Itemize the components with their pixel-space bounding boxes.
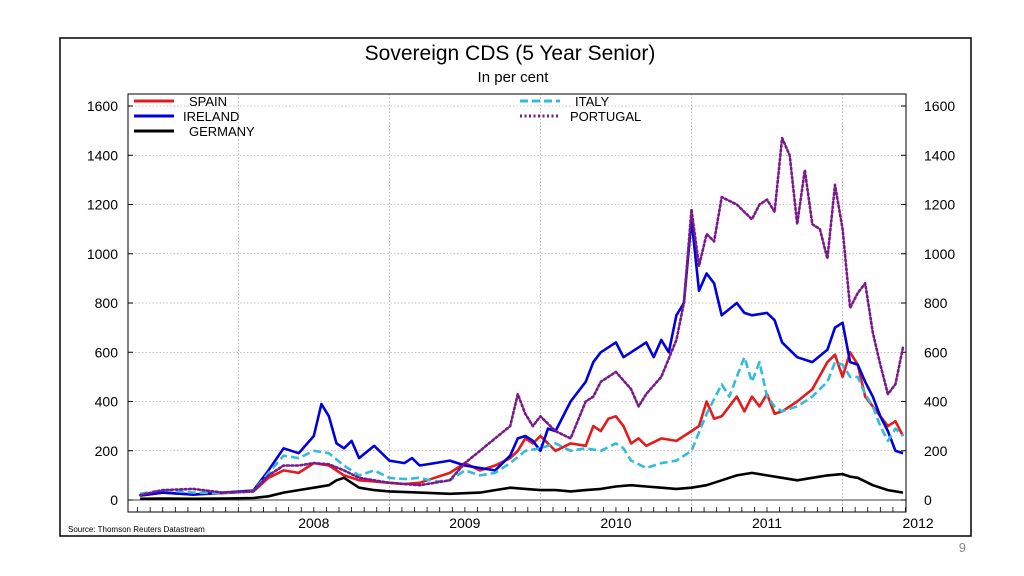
y-tick-label-left: 1600 xyxy=(87,98,118,114)
chart-title: Sovereign CDS (5 Year Senior) xyxy=(365,42,656,65)
y-tick-label-right: 400 xyxy=(924,394,948,410)
x-tick-label: 2010 xyxy=(600,515,631,531)
y-tick-label-left: 0 xyxy=(110,492,118,508)
legend-label-germany: GERMANY xyxy=(189,124,255,139)
series-line-ireland xyxy=(139,218,904,497)
page-number: 9 xyxy=(958,540,966,555)
series-line-spain xyxy=(139,351,905,497)
y-tick-label-right: 800 xyxy=(924,295,948,311)
series-line-portugal xyxy=(138,136,905,497)
y-tick-label-left: 1000 xyxy=(87,246,118,262)
legend-label-portugal: PORTUGAL xyxy=(570,109,641,124)
axes: 0 0 200 200 400 400 600 600 800 800 1000 1000 1200 12… xyxy=(87,98,956,531)
y-tick-label-right: 1200 xyxy=(924,197,955,213)
source-note: Source: Thomson Reuters Datastream xyxy=(68,525,205,534)
chart-subtitle: In per cent xyxy=(478,69,550,86)
y-tick-label-left: 200 xyxy=(95,443,119,459)
y-tick-label-right: 0 xyxy=(924,492,932,508)
y-tick-label-left: 1200 xyxy=(87,197,118,213)
series-line-italy xyxy=(139,355,904,496)
x-tick-label: 2012 xyxy=(903,515,934,531)
legend-label-ireland: IRELAND xyxy=(183,109,239,124)
series-line-germany xyxy=(140,471,904,501)
legend-label-italy: ITALY xyxy=(575,94,610,109)
y-tick-label-left: 400 xyxy=(95,394,119,410)
x-tick-label: 2009 xyxy=(449,515,480,531)
series-lines xyxy=(138,136,905,501)
y-tick-label-right: 1000 xyxy=(924,246,955,262)
x-tick-label: 2008 xyxy=(298,515,329,531)
y-tick-label-left: 1400 xyxy=(87,147,118,163)
y-tick-label-right: 1600 xyxy=(924,98,955,114)
y-tick-label-right: 600 xyxy=(924,344,948,360)
y-tick-label-left: 800 xyxy=(95,295,119,311)
legend-label-spain: SPAIN xyxy=(189,94,227,109)
y-tick-label-right: 1400 xyxy=(924,147,955,163)
x-tick-label: 2011 xyxy=(752,515,782,531)
y-tick-label-left: 600 xyxy=(95,344,119,360)
y-tick-label-right: 200 xyxy=(924,443,948,459)
